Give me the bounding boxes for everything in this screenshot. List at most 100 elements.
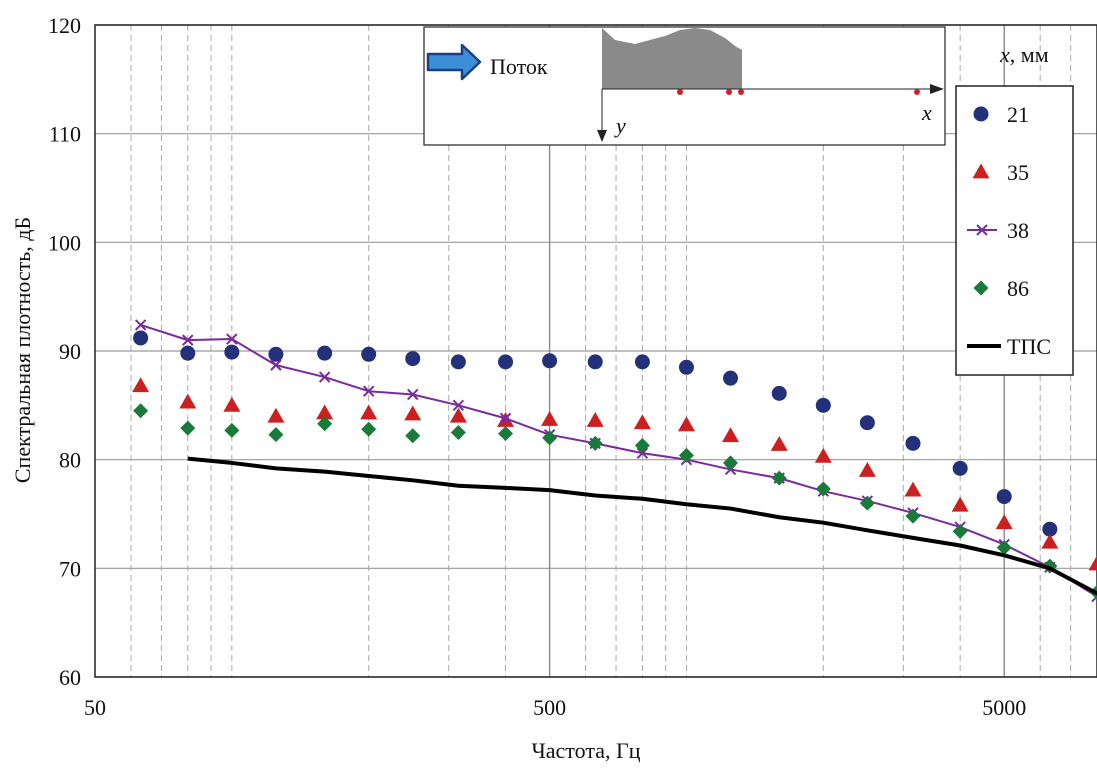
sensor-point-marker: [914, 89, 920, 95]
flow-schematic-inset: Поток y x: [423, 26, 946, 146]
tick-labels: 60 70 80 90 100 110 120 50 500 5000: [48, 13, 1026, 720]
data-point: [498, 426, 514, 442]
y-tick-label: 110: [49, 122, 81, 147]
body-profile-shape: [602, 28, 742, 89]
sensor-point-marker: [738, 89, 744, 95]
x-tick-label: 50: [84, 695, 106, 720]
data-point: [133, 403, 149, 419]
x-tick-label: 500: [533, 695, 566, 720]
data-point: [541, 410, 559, 426]
data-point: [587, 435, 603, 451]
data-point: [270, 359, 282, 371]
y-tick-label: 80: [59, 448, 81, 473]
legend-entry-ТПС: ТПС: [967, 334, 1051, 359]
x-tick-label: 5000: [982, 695, 1026, 720]
data-point: [542, 353, 558, 369]
data-point: [450, 354, 466, 370]
data-point: [952, 523, 968, 539]
data-point: [317, 416, 333, 432]
plot-frame: [94, 24, 1097, 678]
data-point: [498, 354, 514, 370]
data-point: [132, 377, 150, 393]
data-point: [268, 346, 284, 362]
data-point: [634, 354, 650, 370]
data-point: [722, 427, 740, 443]
legend-title: x, мм: [999, 42, 1049, 67]
inset-y-label: y: [614, 113, 626, 138]
data-point: [634, 438, 650, 454]
y-axis-title: Спектральная плотность, дБ: [10, 217, 35, 483]
data-point: [179, 393, 197, 409]
data-point: [224, 344, 240, 360]
series-line: [140, 323, 1097, 598]
data-point: [678, 447, 694, 463]
data-point: [952, 460, 968, 476]
data-point: [318, 371, 331, 383]
legend-swatch: [976, 224, 988, 236]
data-point: [224, 422, 240, 438]
legend-label: ТПС: [1007, 334, 1051, 359]
data-point: [362, 385, 375, 397]
series-21: [133, 330, 1058, 537]
inset-y-arrow-icon: [597, 130, 607, 142]
data-point: [134, 319, 147, 331]
legend-entries: 21 35 38 86 ТПС: [967, 102, 1051, 359]
data-point: [180, 345, 196, 361]
series-ТПС: [187, 456, 1097, 596]
series-layer: [132, 319, 1097, 603]
data-point: [815, 481, 831, 497]
data-point: [996, 540, 1012, 556]
data-point: [317, 345, 333, 361]
sensor-point-marker: [726, 89, 732, 95]
data-point: [1041, 533, 1059, 549]
data-point: [586, 412, 604, 427]
series-86: [133, 403, 1097, 600]
data-point: [361, 421, 377, 437]
legend-swatch: [972, 163, 990, 179]
data-point: [996, 489, 1012, 505]
data-point: [226, 333, 238, 345]
data-point: [905, 435, 921, 451]
inset-x-label: x: [921, 100, 932, 125]
legend: x, мм 21 35 38 86 ТПС: [955, 42, 1074, 376]
legend-swatch: [973, 280, 989, 296]
legend-title-unit: мм: [1021, 42, 1049, 67]
data-point: [678, 359, 694, 375]
data-point: [405, 351, 421, 367]
data-point: [815, 397, 831, 413]
data-point: [859, 495, 875, 511]
legend-label: 86: [1007, 276, 1029, 301]
data-point: [449, 407, 467, 423]
legend-swatch: [973, 106, 989, 122]
data-point: [677, 416, 695, 432]
y-tick-label: 120: [48, 13, 81, 38]
data-point: [499, 412, 512, 425]
data-point: [268, 427, 284, 443]
data-point: [770, 435, 788, 451]
inset-x-arrow-icon: [930, 84, 944, 94]
legend-title-var: x: [999, 42, 1010, 67]
legend-entry-35: 35: [972, 160, 1029, 185]
data-point: [407, 388, 419, 401]
legend-label: 21: [1007, 102, 1029, 127]
data-point: [904, 481, 922, 497]
legend-entry-38: 38: [967, 218, 1029, 243]
data-point: [633, 414, 651, 430]
legend-label: 38: [1007, 218, 1029, 243]
data-point: [771, 470, 787, 486]
data-point: [587, 354, 603, 370]
data-point: [360, 404, 378, 420]
data-point: [267, 407, 285, 423]
data-point: [814, 447, 832, 463]
data-point: [404, 405, 422, 421]
y-tick-label: 90: [59, 339, 81, 364]
data-point: [450, 425, 466, 440]
y-tick-label: 60: [59, 665, 81, 690]
sensor-point-marker: [677, 89, 683, 95]
data-point: [995, 514, 1013, 530]
series-35: [132, 377, 1097, 571]
y-tick-label: 70: [59, 556, 81, 581]
flow-arrow-icon: [426, 43, 482, 81]
data-point: [723, 370, 739, 386]
